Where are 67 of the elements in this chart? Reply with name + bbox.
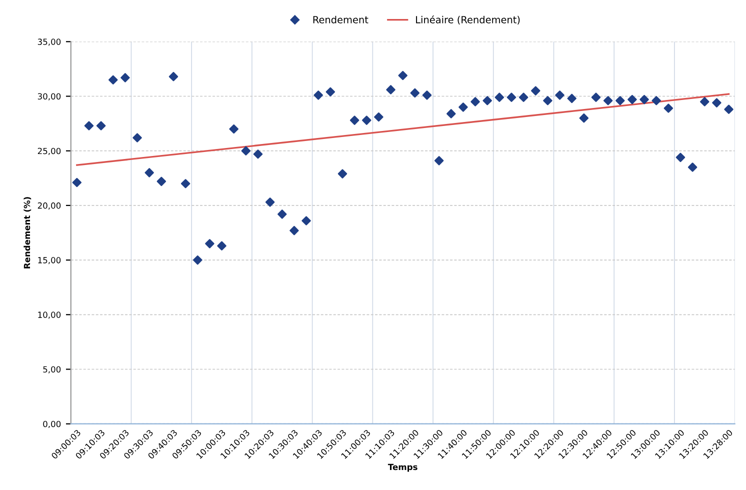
- point: [290, 226, 299, 236]
- point: [386, 85, 396, 94]
- point: [628, 94, 637, 104]
- y-tick-label: 10,00: [38, 312, 61, 319]
- y-tick-label: 15,00: [38, 257, 61, 264]
- x-axis-title: Temps: [388, 464, 418, 472]
- y-tick-label: 25,00: [38, 148, 61, 155]
- point: [555, 90, 564, 100]
- y-tick-label: 20,00: [38, 202, 61, 210]
- point: [579, 113, 589, 123]
- point: [712, 98, 722, 108]
- point: [494, 92, 504, 102]
- point: [700, 97, 710, 106]
- y-tick-label: 35,00: [38, 38, 61, 46]
- point: [338, 169, 348, 178]
- point: [446, 109, 456, 118]
- point: [616, 96, 625, 106]
- point: [640, 94, 649, 104]
- y-axis-title: Rendement (%): [24, 197, 32, 268]
- point: [241, 146, 251, 156]
- point: [506, 92, 516, 102]
- point: [422, 90, 432, 100]
- point: [302, 216, 311, 226]
- point: [205, 239, 214, 248]
- point: [688, 162, 698, 172]
- point: [531, 86, 540, 96]
- point: [362, 116, 372, 125]
- point: [470, 97, 480, 106]
- point: [144, 168, 154, 178]
- point: [156, 176, 166, 186]
- point: [350, 116, 360, 125]
- point: [132, 133, 142, 142]
- point: [591, 92, 601, 102]
- point: [543, 96, 552, 106]
- y-tick-label: 5,00: [43, 366, 61, 374]
- y-tick-label: 0,00: [43, 420, 61, 428]
- legend-label: Linéaire (Rendement): [416, 15, 520, 25]
- point: [603, 96, 613, 106]
- point: [410, 88, 420, 98]
- point: [265, 198, 275, 207]
- point: [567, 94, 576, 104]
- point: [398, 70, 408, 80]
- point: [434, 156, 444, 166]
- point: [96, 121, 106, 130]
- point: [72, 178, 82, 188]
- point: [326, 87, 336, 97]
- y-tick-label: 30,00: [38, 93, 61, 100]
- point: [278, 210, 287, 219]
- point: [664, 104, 674, 113]
- point: [229, 124, 238, 134]
- point: [314, 90, 323, 100]
- legend-label: Rendement: [313, 16, 368, 24]
- point: [120, 73, 130, 82]
- point: [84, 121, 94, 130]
- point: [518, 92, 528, 102]
- point: [482, 96, 492, 106]
- point: [217, 241, 226, 250]
- point: [193, 255, 202, 265]
- point: [724, 104, 734, 114]
- point: [180, 178, 190, 188]
- point: [168, 72, 178, 82]
- point: [108, 75, 118, 84]
- point: [458, 102, 468, 112]
- point: [374, 112, 384, 122]
- point: [676, 152, 686, 162]
- point: [652, 96, 661, 106]
- point: [253, 150, 263, 159]
